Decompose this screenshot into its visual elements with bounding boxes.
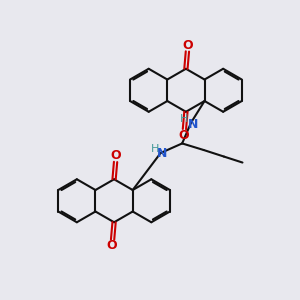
Text: O: O: [178, 129, 189, 142]
Text: O: O: [107, 239, 117, 252]
Text: N: N: [157, 147, 167, 161]
Text: H: H: [180, 114, 189, 124]
Text: H: H: [151, 144, 160, 154]
Text: O: O: [183, 39, 193, 52]
Text: N: N: [188, 118, 198, 130]
Text: O: O: [111, 149, 122, 163]
